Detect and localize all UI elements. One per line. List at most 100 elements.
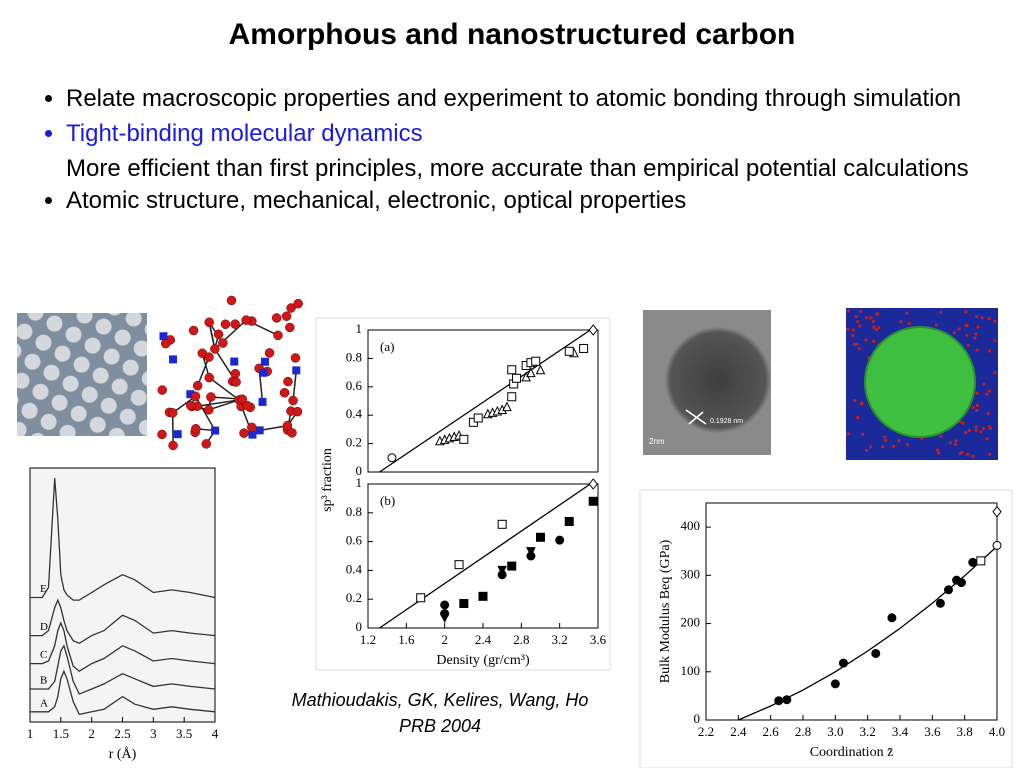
atom	[899, 320, 903, 324]
atom	[993, 338, 997, 343]
atom	[157, 429, 167, 440]
y-axis-label: sp³ fraction	[320, 448, 335, 512]
atom	[985, 392, 989, 396]
atom	[975, 391, 979, 395]
atom	[980, 316, 984, 320]
atom	[974, 428, 978, 432]
x-tick-label: 3	[150, 726, 157, 741]
point	[956, 578, 966, 588]
x-tick-label: 3.5	[176, 726, 192, 741]
atom	[858, 324, 862, 328]
atom	[964, 310, 968, 314]
x-tick-label: 2.4	[730, 724, 747, 739]
nanodiamond-image	[846, 308, 998, 460]
atom	[186, 400, 196, 411]
atom	[247, 422, 257, 433]
atom	[986, 411, 990, 416]
point	[935, 598, 945, 608]
point	[531, 356, 541, 366]
atom	[987, 316, 991, 320]
atom	[965, 323, 969, 328]
atom	[961, 421, 965, 425]
point	[454, 560, 464, 570]
y-tick-label: 300	[681, 566, 701, 581]
x-tick-label: 3.2	[860, 724, 876, 739]
y-tick-label: 100	[681, 663, 701, 678]
atom	[875, 311, 879, 316]
point	[588, 496, 598, 506]
atom	[210, 344, 220, 354]
atom	[287, 428, 297, 438]
atom	[255, 426, 264, 435]
y-tick-label: 0	[356, 619, 363, 634]
x-axis-label: Density (gr/cm³)	[436, 653, 530, 668]
bullet: Tight-binding molecular dynamics	[66, 121, 1024, 147]
x-tick-label: 4	[212, 726, 219, 741]
atom	[965, 452, 970, 456]
x-tick-label: 2.8	[795, 724, 811, 739]
series-line	[30, 621, 216, 672]
atom	[987, 389, 991, 393]
y-tick-label: 0	[694, 711, 701, 726]
atom	[281, 311, 292, 321]
point	[992, 505, 1002, 518]
atom	[877, 325, 881, 330]
atom	[288, 395, 298, 406]
series-line	[30, 669, 216, 716]
atom	[874, 328, 879, 332]
x-tick-label: 2.5	[114, 726, 130, 741]
x-axis-label: r (Å)	[109, 746, 137, 762]
point	[838, 658, 848, 668]
y-tick-label: 0.2	[346, 590, 362, 605]
atom	[881, 445, 885, 449]
atom	[293, 298, 303, 309]
point	[526, 547, 536, 557]
series-label: D	[40, 621, 48, 633]
x-tick-label: 2	[88, 726, 95, 741]
atom	[966, 343, 970, 348]
atom	[242, 400, 253, 411]
atom	[856, 320, 860, 324]
atom	[979, 430, 983, 434]
atom	[871, 319, 875, 324]
atom	[159, 332, 168, 341]
bond	[208, 399, 240, 411]
point	[526, 367, 536, 378]
point	[887, 613, 897, 623]
atom	[964, 431, 968, 435]
series-line	[379, 329, 591, 473]
atom	[985, 437, 989, 441]
atom	[971, 405, 975, 410]
x-tick-label: 4.0	[989, 724, 1005, 739]
atom	[987, 424, 991, 429]
atom	[283, 376, 293, 387]
atom	[857, 347, 861, 351]
x-tick-label: 3.2	[552, 632, 568, 647]
citation: PRB 2004	[398, 716, 482, 736]
point	[507, 561, 517, 571]
series-line	[30, 644, 216, 695]
atom	[192, 380, 203, 391]
atom	[220, 319, 231, 330]
y-tick-label: 1	[356, 475, 363, 490]
panel-label: (b)	[380, 493, 395, 508]
point	[968, 557, 978, 567]
atom	[869, 316, 873, 320]
tem-spacing: 0.1928 nm	[710, 418, 743, 425]
atom	[851, 328, 856, 332]
atom	[231, 377, 241, 387]
atom	[846, 432, 850, 436]
point	[497, 519, 507, 529]
y-tick-label: 0	[356, 463, 363, 478]
atom	[241, 315, 251, 325]
point	[502, 401, 512, 412]
x-tick-label: 2.2	[698, 724, 714, 739]
atom	[948, 441, 953, 445]
plot-area	[29, 467, 216, 723]
atom	[173, 430, 182, 439]
plot-area	[367, 329, 599, 473]
atom	[891, 444, 896, 448]
atom	[213, 329, 224, 340]
point	[579, 343, 589, 353]
